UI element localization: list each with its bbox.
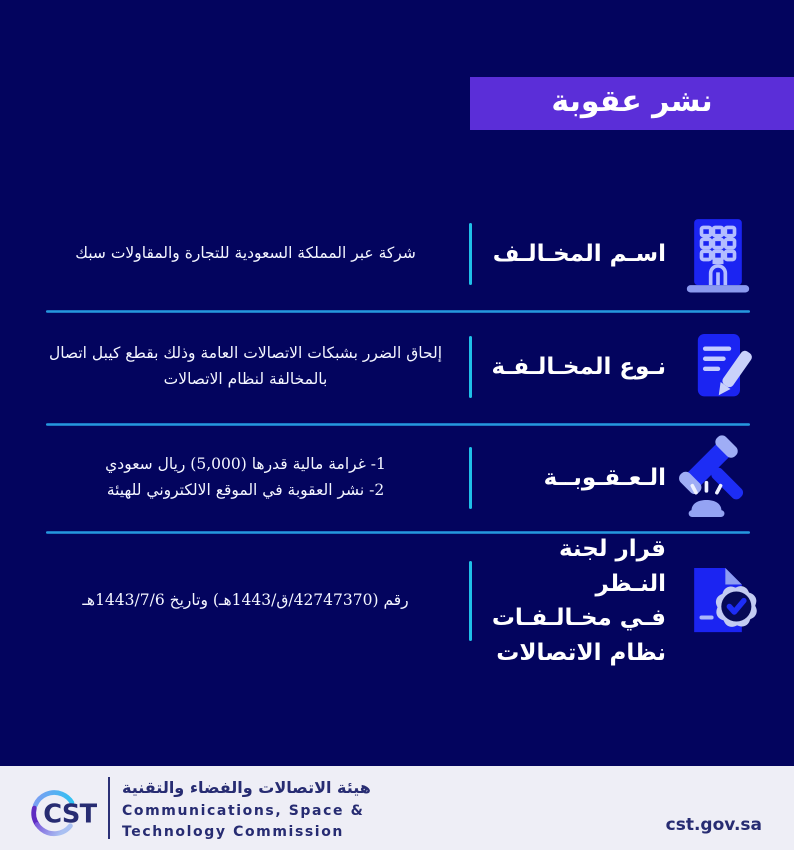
cst-logo: CST (28, 775, 104, 841)
decision-number-value-wrap: رقم (42747370/ق/1443هـ) وتاريخ 1443/7/6ه… (22, 588, 469, 614)
banner: نشر عقوبة (470, 77, 794, 130)
banner-title: نشر عقوبة (551, 84, 713, 119)
cyan-divider (469, 223, 472, 285)
row-committee-decision: قرار لجنة النـظر فـي مخـالـفـات نظام الا… (22, 536, 764, 666)
row-penalty: الـعـقـوبــة 1- غرامة مالية قدرها (5,000… (22, 430, 764, 526)
horizontal-divider (46, 423, 750, 426)
decision-number-value: رقم (42747370/ق/1443هـ) وتاريخ 1443/7/6ه… (82, 591, 409, 610)
svg-text:CST: CST (43, 800, 97, 830)
footer-divider (108, 777, 110, 839)
violator-name-value: شركة عبر المملكة السعودية للتجارة والمقا… (75, 244, 416, 263)
row-label-violator-name: اسـم المخـالـف (492, 240, 666, 267)
row-violation-type: نـوع المخـالـفـة إلحاق الضرر بشبكات الات… (22, 317, 764, 417)
decision-badge-icon (672, 555, 764, 647)
cyan-divider (469, 336, 472, 398)
violation-type-value: إلحاق الضرر بشبكات الاتصالات العامة وذلك… (48, 344, 443, 388)
row-label-penalty: الـعـقـوبــة (543, 464, 666, 491)
penalty-value-wrap: 1- غرامة مالية قدرها (5,000) ريال سعودي … (22, 452, 469, 503)
horizontal-divider (46, 310, 750, 313)
penalty-value: 1- غرامة مالية قدرها (5,000) ريال سعودي … (105, 455, 386, 499)
org-name-english: Communications, Space & Technology Commi… (122, 803, 365, 840)
cyan-divider (469, 447, 472, 509)
footer: CST هيئة الاتصالات والفضاء والتقنية Comm… (0, 766, 794, 850)
row-label-committee-decision: قرار لجنة النـظر فـي مخـالـفـات نظام الا… (491, 536, 666, 666)
gavel-icon (672, 432, 764, 524)
violation-type-value-wrap: إلحاق الضرر بشبكات الاتصالات العامة وذلك… (22, 341, 469, 392)
footer-org-block: هيئة الاتصالات والفضاء والتقنية Communic… (122, 778, 371, 843)
cyan-divider (469, 561, 472, 641)
org-name-arabic: هيئة الاتصالات والفضاء والتقنية (122, 778, 371, 797)
horizontal-divider (46, 531, 750, 534)
row-violator-name: اسـم المخـالـف شركة عبر المملكة السعودية… (22, 205, 764, 303)
document-pen-icon (672, 321, 764, 413)
website-link[interactable]: cst.gov.sa (665, 815, 762, 835)
row-label-violation-type: نـوع المخـالـفـة (491, 353, 666, 380)
building-icon (672, 208, 764, 300)
violator-name-value-wrap: شركة عبر المملكة السعودية للتجارة والمقا… (22, 241, 469, 267)
